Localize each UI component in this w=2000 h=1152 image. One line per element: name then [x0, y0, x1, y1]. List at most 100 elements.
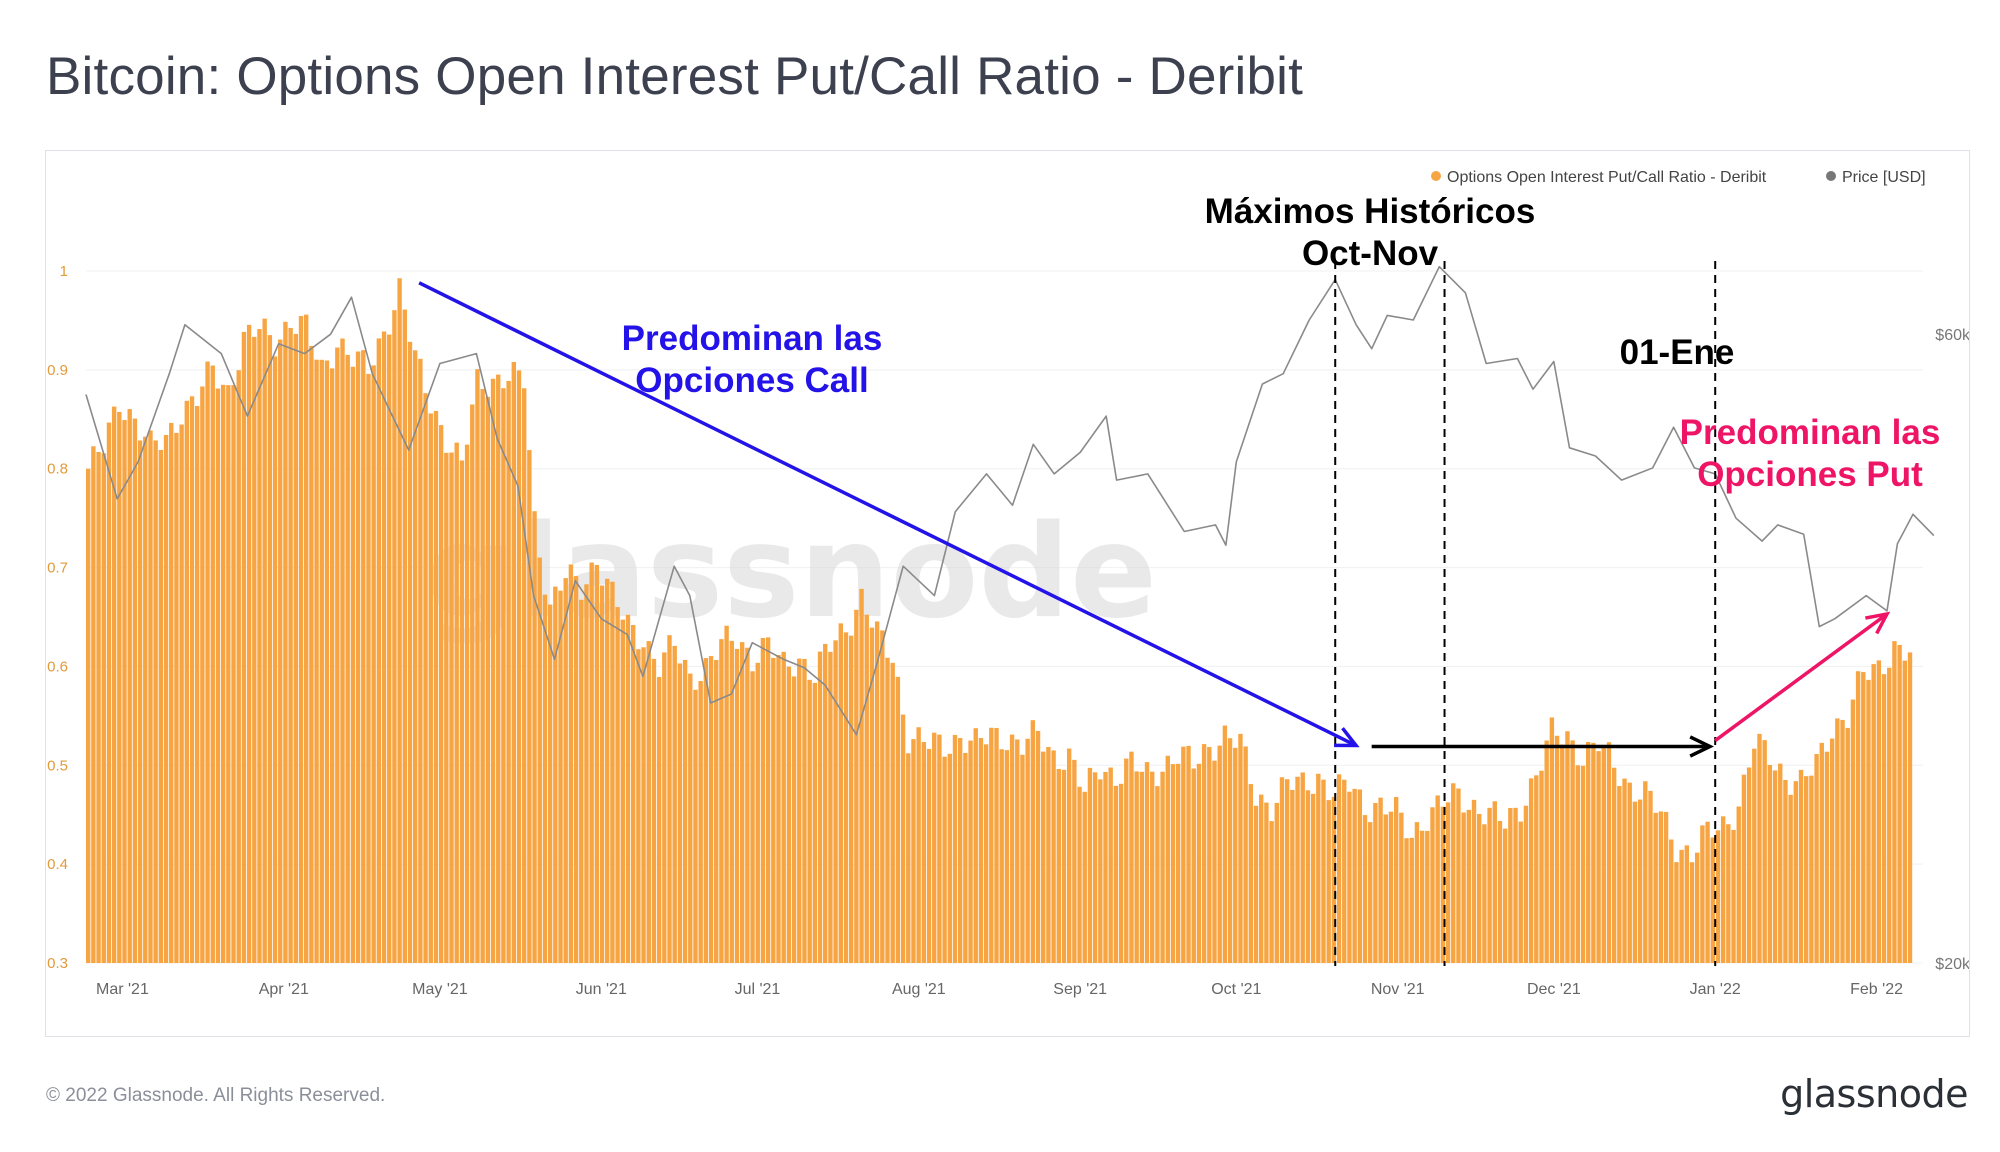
put-arrow-head: [1865, 611, 1891, 635]
ratio-bar: [527, 450, 532, 964]
ratio-bar: [932, 732, 937, 963]
ratio-bar: [1066, 748, 1072, 963]
ratio-bar: [1726, 824, 1731, 963]
ratio-bar: [1347, 791, 1352, 963]
ratio-bar: [1087, 767, 1093, 963]
ratio-bar: [625, 614, 631, 963]
ratio-bar: [1134, 771, 1139, 963]
ratio-bar: [418, 358, 423, 963]
x-tick-label: Aug '21: [892, 981, 946, 998]
ratio-bar: [807, 679, 812, 963]
ratio-bar: [1440, 806, 1446, 963]
ratio-bar: [350, 366, 356, 963]
ratio-bar: [745, 647, 750, 963]
ratio-bar: [1253, 805, 1259, 963]
ratio-bar: [96, 451, 101, 963]
ratio-bar: [1170, 764, 1176, 963]
ratio-bar: [1611, 767, 1617, 963]
ratio-bar: [1113, 785, 1119, 963]
x-tick-label: Dec '21: [1527, 981, 1581, 998]
ratio-bar: [1404, 838, 1409, 963]
ratio-bar: [464, 444, 470, 963]
ratio-bar: [148, 430, 153, 963]
ratio-bar: [1783, 779, 1788, 963]
x-tick-label: Jan '22: [1690, 981, 1741, 998]
ratio-bar: [1736, 806, 1741, 963]
ratio-bar: [1710, 837, 1715, 963]
ratio-bar: [542, 594, 548, 963]
ratio-bar: [1746, 767, 1752, 963]
ratio-bar: [366, 373, 371, 963]
ratio-bar: [739, 642, 745, 963]
ratio-bar: [376, 338, 382, 963]
ratio-bar: [1373, 803, 1378, 963]
ratio-bar: [1124, 758, 1129, 963]
ratio-bar: [1554, 735, 1560, 963]
ratio-bar: [1139, 771, 1145, 963]
ratio-bar: [189, 396, 195, 963]
ratio-bar: [1674, 862, 1679, 963]
ratio-bar: [1419, 830, 1425, 963]
ratio-bar: [568, 564, 574, 963]
ratio-bar: [1191, 768, 1196, 963]
ratio-bar: [921, 742, 927, 963]
put-annotation-line: Opciones Put: [1697, 455, 1923, 494]
ratio-bar: [579, 599, 584, 963]
ratio-bar: [1368, 822, 1373, 963]
ratio-bar: [335, 347, 340, 964]
ratio-bar: [444, 452, 449, 963]
x-tick-label: Jul '21: [735, 981, 781, 998]
ratio-bar: [848, 635, 854, 963]
x-tick-label: Jun '21: [576, 981, 627, 998]
ratio-bar: [127, 409, 132, 964]
ratio-bar: [1321, 779, 1326, 963]
ratio-bar: [1700, 825, 1705, 963]
copyright-text: © 2022 Glassnode. All Rights Reserved.: [46, 1085, 386, 1106]
ratio-bar: [1248, 784, 1254, 963]
ratio-bar: [1570, 740, 1575, 963]
ratio-bar: [236, 370, 241, 963]
ratio-bar: [220, 384, 226, 963]
ratio-bar: [1892, 641, 1897, 963]
ratio-bar: [194, 406, 200, 963]
ath-annotation-line: Oct-Nov: [1302, 234, 1439, 273]
ratio-bar: [708, 656, 714, 963]
ratio-bar: [319, 359, 324, 963]
ratio-bar: [885, 657, 890, 963]
ratio-bar: [205, 361, 210, 963]
ratio-bar: [854, 609, 859, 963]
ratio-bar: [132, 418, 138, 963]
ratio-bar: [636, 649, 641, 963]
y-left-tick-label: 0.4: [47, 856, 68, 873]
ratio-bar: [760, 637, 766, 963]
ratio-bar: [1767, 764, 1773, 963]
ratio-bar: [1435, 795, 1440, 963]
ratio-bar: [1502, 828, 1508, 963]
ratio-bar: [1243, 746, 1248, 963]
ratio-bar: [1425, 830, 1430, 963]
ratio-bar: [345, 354, 350, 963]
y-left-tick-label: 0.5: [47, 757, 68, 774]
ratio-bar: [994, 727, 999, 963]
ratio-bar: [1487, 807, 1492, 963]
ratio-bar: [1092, 772, 1098, 963]
ratio-bar: [1238, 733, 1243, 963]
ratio-bar: [1466, 809, 1472, 963]
y-right-tick-label: $20k: [1935, 956, 1969, 973]
y-left-tick-label: 0.9: [47, 362, 68, 379]
ratio-bar: [1855, 671, 1861, 963]
chart-panel: 0.3 0.4 0.5 0.6 0.7 0.8 0.9 1 $20k $60k Mar '21 Apr…: [45, 150, 1970, 1037]
ratio-bar: [1352, 788, 1357, 963]
ratio-bar: [890, 662, 895, 963]
ratio-bar: [1778, 763, 1783, 963]
ratio-bar: [1793, 781, 1799, 963]
y-left-tick-label: 1: [60, 263, 68, 280]
ratio-bar: [1077, 786, 1082, 963]
ratio-bar: [734, 648, 740, 963]
x-tick-label: Oct '21: [1211, 981, 1261, 998]
ratio-bar: [371, 365, 376, 963]
ratio-bar: [1689, 862, 1695, 963]
ratio-bar: [1591, 742, 1596, 963]
page-title: Bitcoin: Options Open Interest Put/Call …: [46, 47, 1304, 106]
ratio-bar: [1586, 741, 1591, 963]
